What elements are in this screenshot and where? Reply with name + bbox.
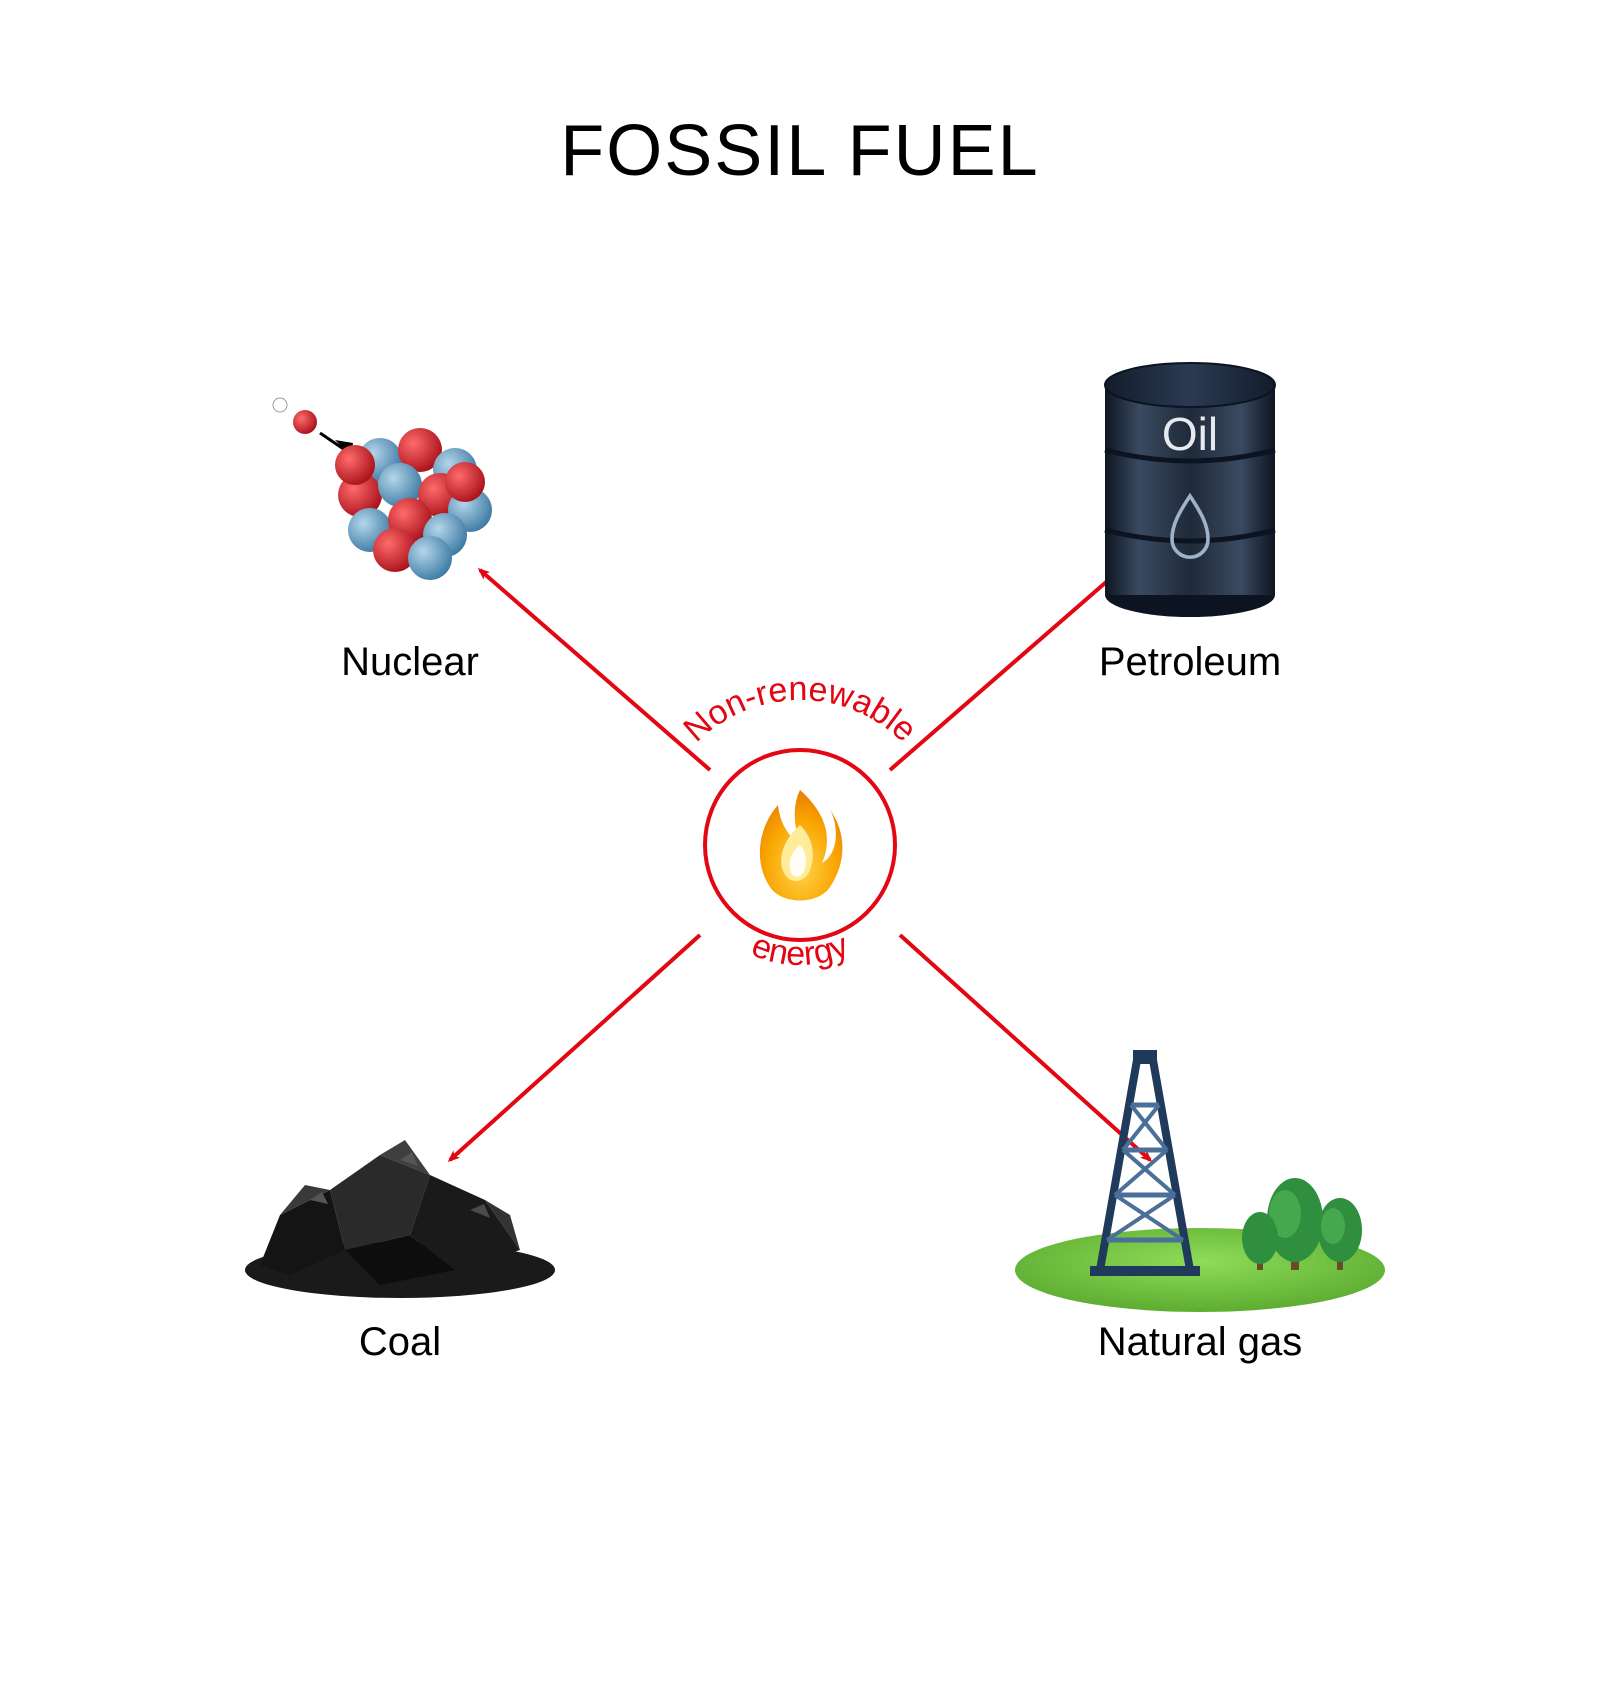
natural-gas-label: Natural gas: [1098, 1320, 1303, 1365]
barrel-text: Oil: [1162, 408, 1218, 460]
center-label-top: Non-renewable: [676, 670, 923, 749]
arrow-to-coal: [450, 935, 700, 1160]
coal-icon: [245, 1140, 555, 1298]
coal-label: Coal: [359, 1320, 441, 1365]
petroleum-label: Petroleum: [1099, 640, 1281, 685]
nuclear-label: Nuclear: [341, 640, 479, 685]
diagram-stage: Non-renewable energy: [0, 0, 1600, 1690]
center-node: Non-renewable energy: [676, 670, 923, 973]
arrow-to-petroleum: [890, 570, 1120, 770]
arrow-to-nuclear: [480, 570, 710, 770]
arrow-to-natural-gas: [900, 935, 1150, 1160]
flame-icon: [760, 790, 843, 901]
nuclear-icon: [273, 398, 492, 580]
center-label-bottom: energy: [747, 926, 854, 973]
petroleum-icon: Oil: [1105, 363, 1275, 617]
